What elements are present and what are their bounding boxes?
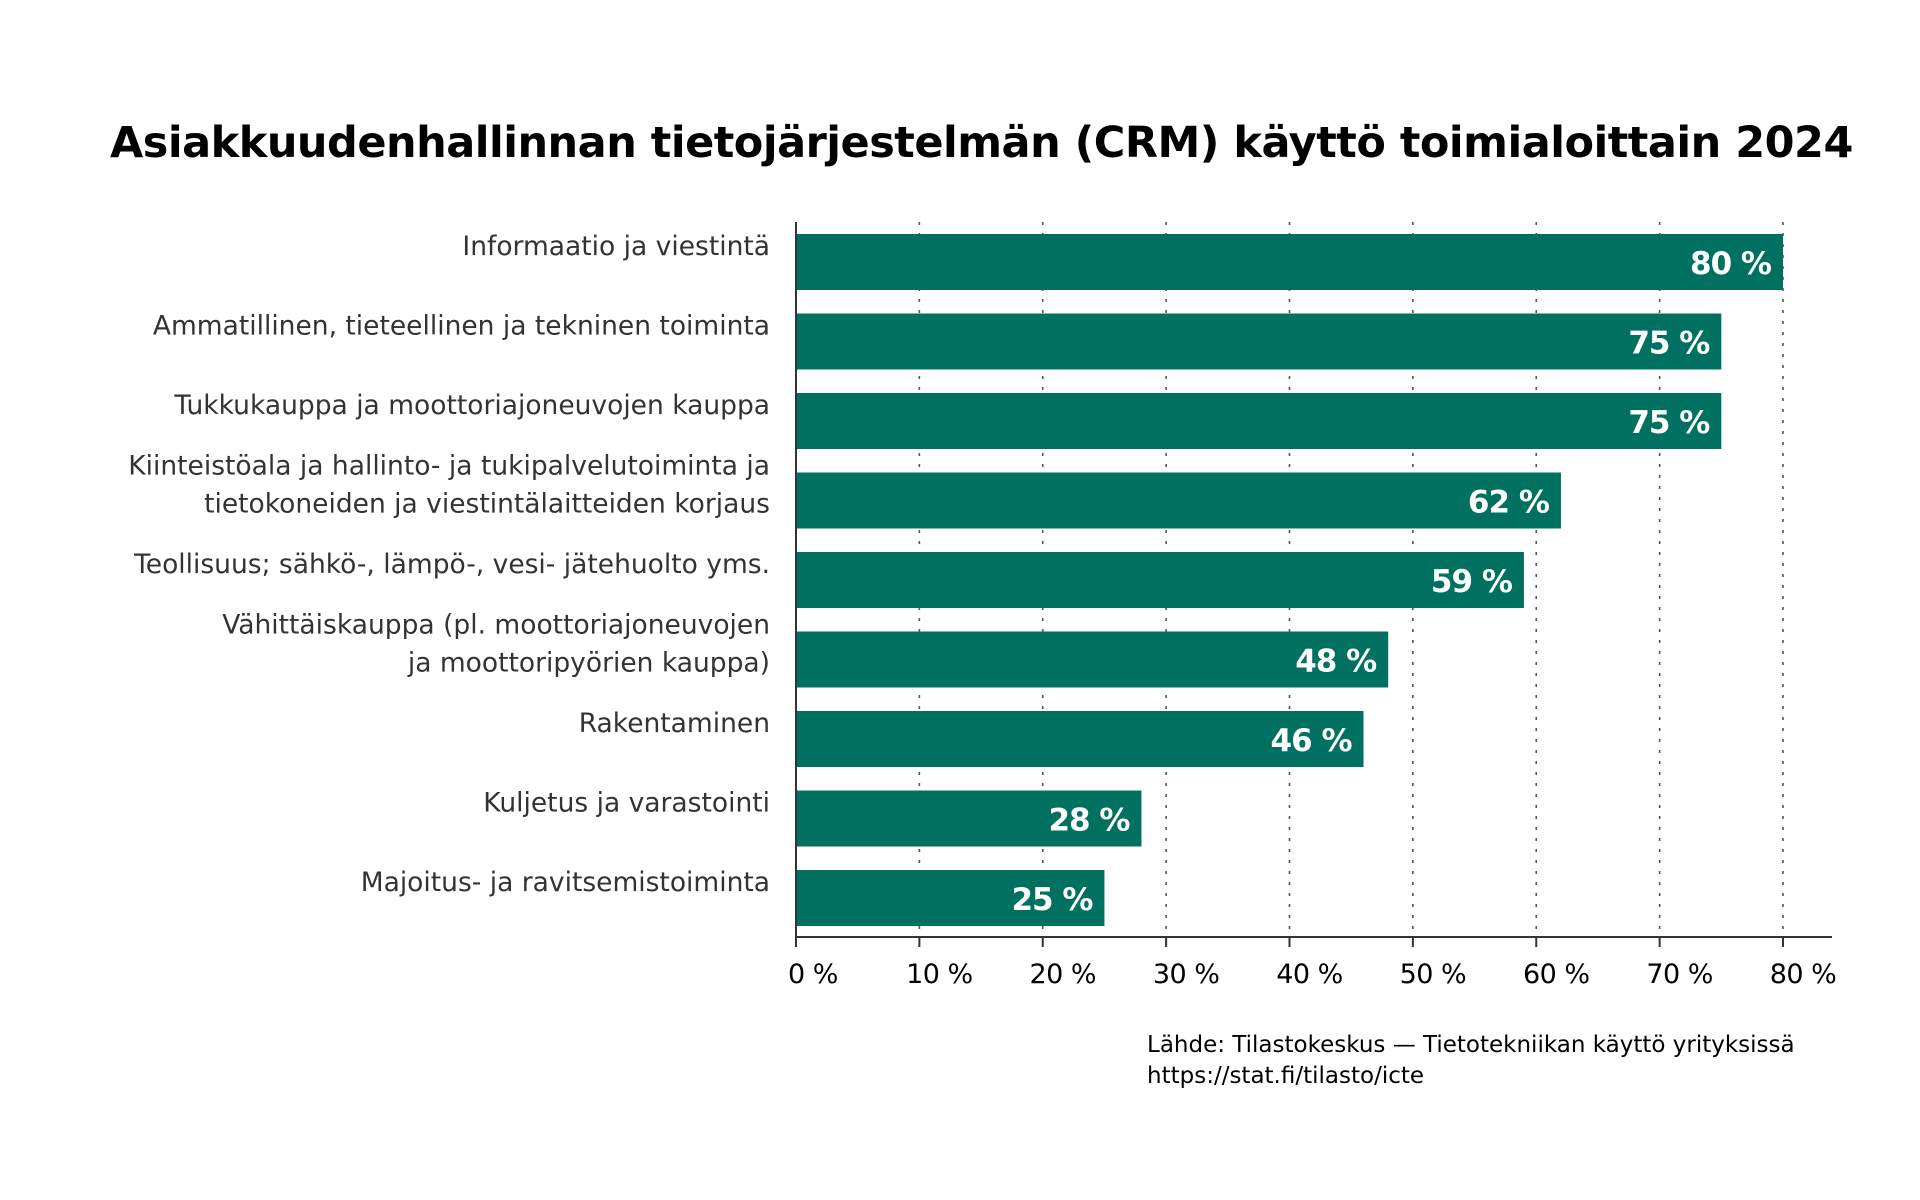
category-label: Rakentaminen [579,708,770,739]
x-tick-label: 10 % [906,959,973,990]
category-label: Informaatio ja viestintä [462,231,770,262]
bar [796,234,1783,290]
bar [796,711,1364,767]
source-note: Lähde: Tilastokeskus — Tietotekniikan kä… [1147,1030,1795,1092]
x-tick-label: 20 % [1029,959,1096,990]
category-label: Ammatillinen, tieteellinen ja tekninen t… [153,311,770,342]
category-label: Teollisuus; sähkö-, lämpö-, vesi- jätehu… [133,549,770,580]
bar [796,393,1722,449]
value-label: 48 % [1295,644,1377,680]
category-label: Kuljetus ja varastointi [483,788,770,819]
category-label: Kiinteistöala ja hallinto- ja tukipalvel… [128,451,770,482]
value-label: 75 % [1628,405,1710,441]
x-tick-label: 40 % [1276,959,1343,990]
value-label: 59 % [1431,564,1513,600]
bar [796,552,1524,608]
chart-title: Asiakkuudenhallinnan tietojärjestelmän (… [110,118,1853,168]
source-url: https://stat.fi/tilasto/icte [1147,1063,1425,1089]
category-label: Tukkukauppa ja moottoriajoneuvojen kaupp… [173,390,770,421]
category-label: Vähittäiskauppa (pl. moottoriajoneuvojen [222,610,770,641]
value-label: 46 % [1271,723,1353,759]
x-tick-label: 60 % [1523,959,1590,990]
value-label: 80 % [1690,246,1772,282]
x-tick-label: 70 % [1646,959,1713,990]
value-label: 25 % [1011,882,1093,918]
x-tick-label: 30 % [1153,959,1220,990]
source-line: Lähde: Tilastokeskus — Tietotekniikan kä… [1147,1032,1795,1058]
bar [796,472,1561,529]
bar [796,313,1722,370]
bar [796,870,1105,926]
bar [796,631,1389,688]
x-tick-label: 50 % [1400,959,1467,990]
category-label: Majoitus- ja ravitsemistoiminta [361,867,770,898]
value-label: 75 % [1628,326,1710,362]
bar [796,790,1142,847]
category-label: tietokoneiden ja viestintälaitteiden kor… [204,489,770,520]
value-label: 62 % [1468,485,1550,521]
x-tick-label: 80 % [1770,959,1837,990]
x-tick-label: 0 % [788,959,838,990]
value-label: 28 % [1048,803,1130,839]
category-label: ja moottoripyörien kauppa) [407,648,770,679]
